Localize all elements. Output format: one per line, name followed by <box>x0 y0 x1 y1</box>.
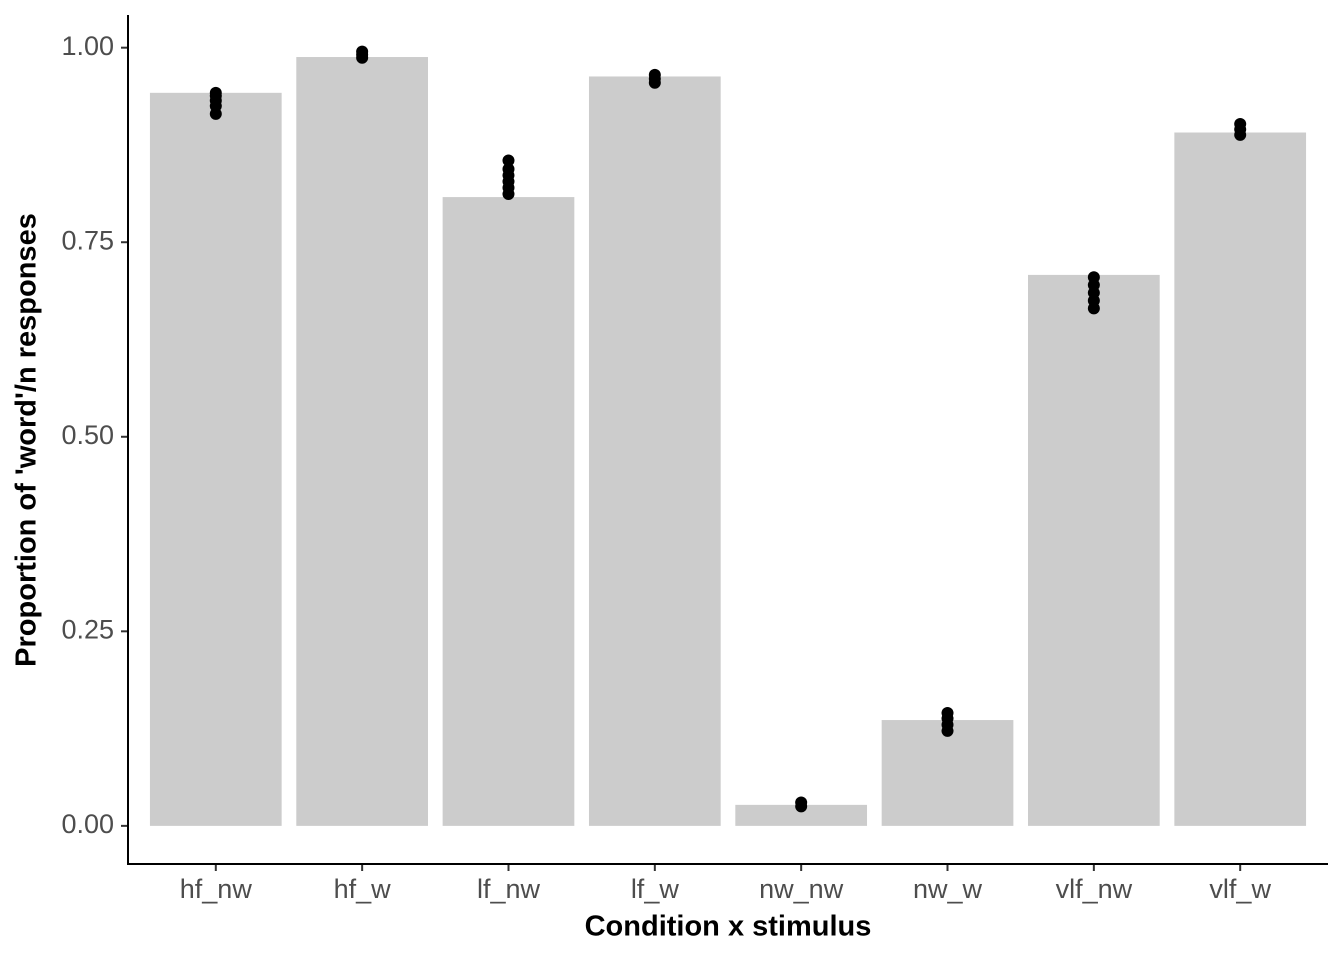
point <box>648 68 661 81</box>
point <box>1087 271 1100 284</box>
x-tick-label: nw_nw <box>759 874 844 904</box>
y-tick-label: 0.25 <box>61 614 114 644</box>
x-tick-label: nw_w <box>913 874 983 904</box>
y-tick-label: 0.75 <box>61 225 114 255</box>
x-tick-label: hf_nw <box>180 874 253 904</box>
bar <box>1174 132 1307 826</box>
x-tick-label: hf_w <box>334 874 392 904</box>
y-tick-label: 1.00 <box>61 31 114 61</box>
point <box>795 796 808 809</box>
bar <box>881 720 1014 826</box>
point <box>502 163 515 176</box>
y-axis-title: Proportion of 'word'/n responses <box>11 213 43 667</box>
y-tick-label: 0.50 <box>61 420 114 450</box>
x-tick-label: vlf_w <box>1209 874 1271 904</box>
bar <box>149 92 282 826</box>
bar <box>1028 274 1160 826</box>
x-axis-title: Condition x stimulus <box>585 911 872 943</box>
bar <box>588 76 721 826</box>
bar <box>735 804 868 826</box>
point <box>1234 117 1247 130</box>
bar <box>296 57 428 826</box>
point <box>502 154 515 167</box>
y-tick-label: 0.00 <box>61 809 114 839</box>
bar <box>442 197 575 826</box>
x-tick-label: lf_w <box>631 874 680 904</box>
x-tick-label: vlf_nw <box>1056 874 1133 904</box>
point <box>356 45 369 58</box>
x-tick-label: lf_nw <box>477 874 541 904</box>
point <box>941 707 954 720</box>
point <box>209 86 222 99</box>
